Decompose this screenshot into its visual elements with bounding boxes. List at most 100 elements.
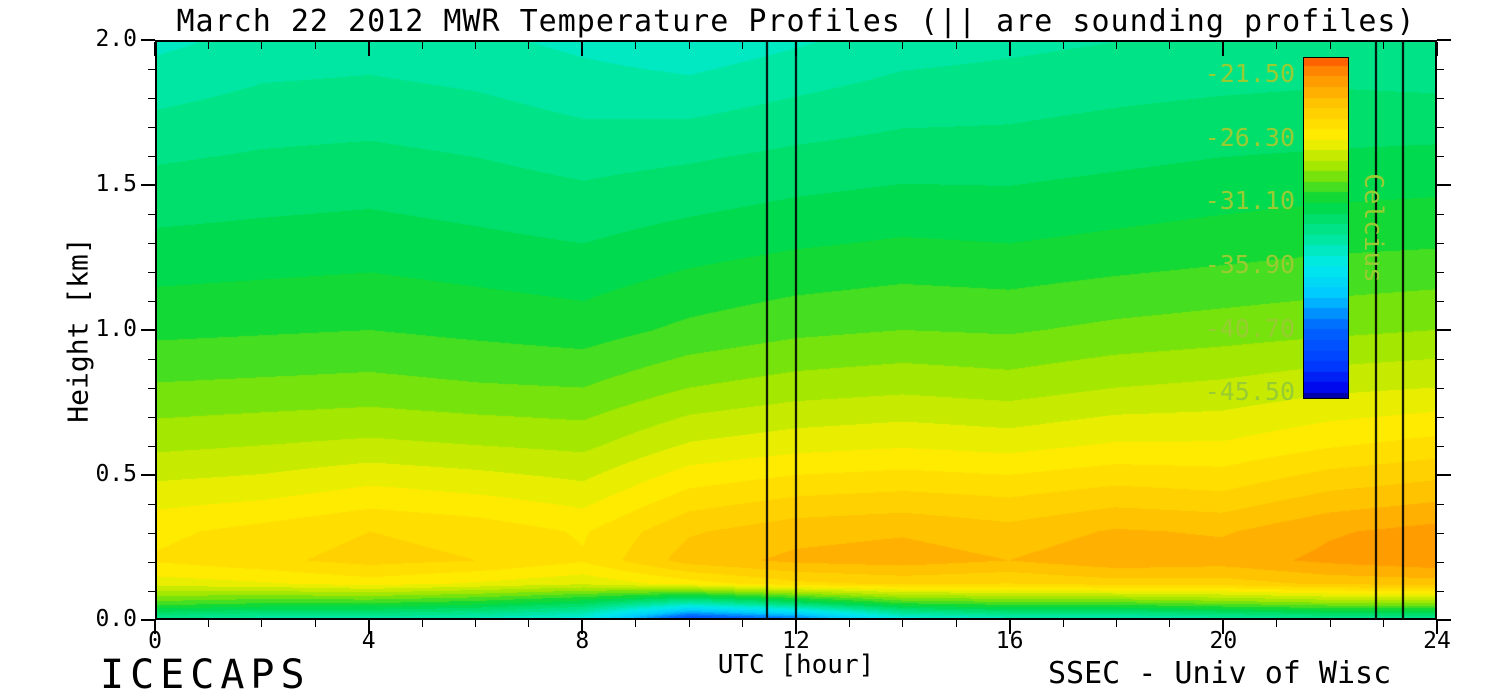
y-tick-minor: [148, 155, 155, 157]
x-tick-label: 8: [575, 628, 590, 654]
x-tick-minor-top: [1169, 42, 1171, 49]
colorbar-tick-label: -35.90: [1204, 250, 1295, 280]
y-tick-major: [141, 184, 155, 186]
y-tick-major: [141, 39, 155, 41]
x-tick-minor: [742, 620, 744, 627]
x-tick-major-top: [367, 42, 370, 56]
y-tick-minor: [148, 532, 155, 534]
x-tick-minor: [955, 620, 957, 627]
y-tick-minor: [148, 416, 155, 418]
x-tick-major: [581, 620, 584, 634]
y-tick-minor-right: [1437, 97, 1444, 99]
x-tick-minor-top: [314, 42, 316, 49]
x-tick-minor-top: [1276, 42, 1278, 49]
x-tick-minor: [902, 620, 904, 627]
colorbar-tick-label: -26.30: [1204, 122, 1295, 152]
y-tick-minor: [148, 358, 155, 360]
y-tick-minor-right: [1437, 242, 1444, 244]
y-tick-minor: [148, 445, 155, 447]
y-tick-minor: [148, 590, 155, 592]
plot-area: [155, 40, 1437, 620]
x-tick-label: 0: [148, 628, 162, 654]
y-tick-label: 0.0: [95, 606, 137, 632]
y-tick-major: [141, 329, 155, 331]
colorbar-tick-label: -21.50: [1204, 59, 1295, 89]
x-tick-minor: [635, 620, 637, 627]
x-tick-minor: [688, 620, 690, 627]
y-tick-minor: [148, 503, 155, 505]
x-tick-minor-top: [1383, 42, 1385, 49]
y-tick-minor: [148, 300, 155, 302]
y-tick-major: [141, 474, 155, 476]
x-tick-major: [1008, 620, 1011, 634]
y-tick-minor: [148, 213, 155, 215]
x-tick-major-top: [795, 42, 797, 56]
colorbar-tick-label: -45.50: [1204, 377, 1295, 407]
y-tick-major-right: [1437, 474, 1451, 476]
colorbar-gradient-canvas: [1304, 58, 1348, 398]
y-tick-major-right: [1437, 184, 1451, 186]
x-tick-minor: [1169, 620, 1171, 627]
y-tick-minor: [148, 387, 155, 389]
y-tick-minor: [148, 97, 155, 99]
x-tick-minor: [848, 620, 850, 627]
y-tick-label: 2.0: [95, 26, 137, 52]
x-tick-minor: [475, 620, 476, 627]
temperature-heatmap-canvas: [157, 42, 1435, 618]
x-tick-major-top: [154, 42, 156, 56]
y-tick-major: [141, 619, 155, 621]
x-tick-minor-top: [635, 42, 637, 49]
x-tick-major: [154, 620, 156, 634]
colorbar-title: Celcius: [1358, 173, 1388, 283]
chart-title: March 22 2012 MWR Temperature Profiles (…: [176, 4, 1416, 39]
x-axis-title: UTC [hour]: [717, 650, 875, 680]
y-tick-label: 1.5: [95, 171, 137, 197]
y-tick-minor-right: [1437, 561, 1444, 563]
x-tick-major: [1436, 620, 1438, 634]
y-tick-minor-right: [1437, 590, 1444, 592]
x-tick-label: 12: [782, 628, 810, 654]
y-tick-minor: [148, 242, 155, 244]
y-tick-major-right: [1437, 39, 1451, 41]
y-tick-minor: [148, 561, 155, 563]
x-tick-minor: [528, 620, 530, 627]
x-tick-minor: [314, 620, 316, 627]
x-tick-major-top: [1008, 42, 1011, 56]
x-tick-minor-top: [261, 42, 263, 49]
x-tick-major: [367, 620, 370, 634]
x-tick-major: [1222, 620, 1225, 634]
y-tick-minor-right: [1437, 532, 1444, 534]
y-tick-minor-right: [1437, 503, 1444, 505]
x-tick-major-top: [581, 42, 584, 56]
y-tick-major-right: [1437, 329, 1451, 331]
y-tick-label: 1.0: [95, 316, 137, 342]
footer-icecaps-label: ICECAPS: [100, 652, 311, 698]
x-tick-minor-top: [1062, 42, 1064, 49]
y-tick-minor-right: [1437, 445, 1444, 447]
x-tick-minor: [207, 620, 209, 627]
x-tick-minor-top: [848, 42, 850, 49]
footer-credit-label: SSEC - Univ of Wisc: [1048, 656, 1392, 691]
y-tick-minor: [148, 68, 155, 70]
y-tick-minor-right: [1437, 155, 1444, 157]
y-tick-minor-right: [1437, 68, 1444, 70]
x-tick-label: 16: [995, 628, 1024, 654]
x-tick-minor: [261, 620, 263, 627]
y-tick-minor-right: [1437, 271, 1444, 273]
x-tick-minor-top: [955, 42, 957, 49]
x-tick-minor-top: [421, 42, 423, 49]
y-tick-minor-right: [1437, 126, 1444, 128]
x-tick-minor: [421, 620, 423, 627]
x-tick-label: 20: [1209, 628, 1238, 654]
x-tick-minor: [1062, 620, 1064, 627]
colorbar-tick-label: -31.10: [1204, 186, 1295, 216]
y-tick-minor-right: [1437, 213, 1444, 215]
y-tick-minor-right: [1437, 300, 1444, 302]
x-tick-minor-top: [902, 42, 904, 49]
y-tick-major-right: [1437, 619, 1451, 621]
x-tick-minor: [1276, 620, 1278, 627]
x-tick-major: [795, 620, 797, 634]
colorbar-tick-label: -40.70: [1204, 313, 1295, 343]
x-tick-minor-top: [475, 42, 476, 49]
